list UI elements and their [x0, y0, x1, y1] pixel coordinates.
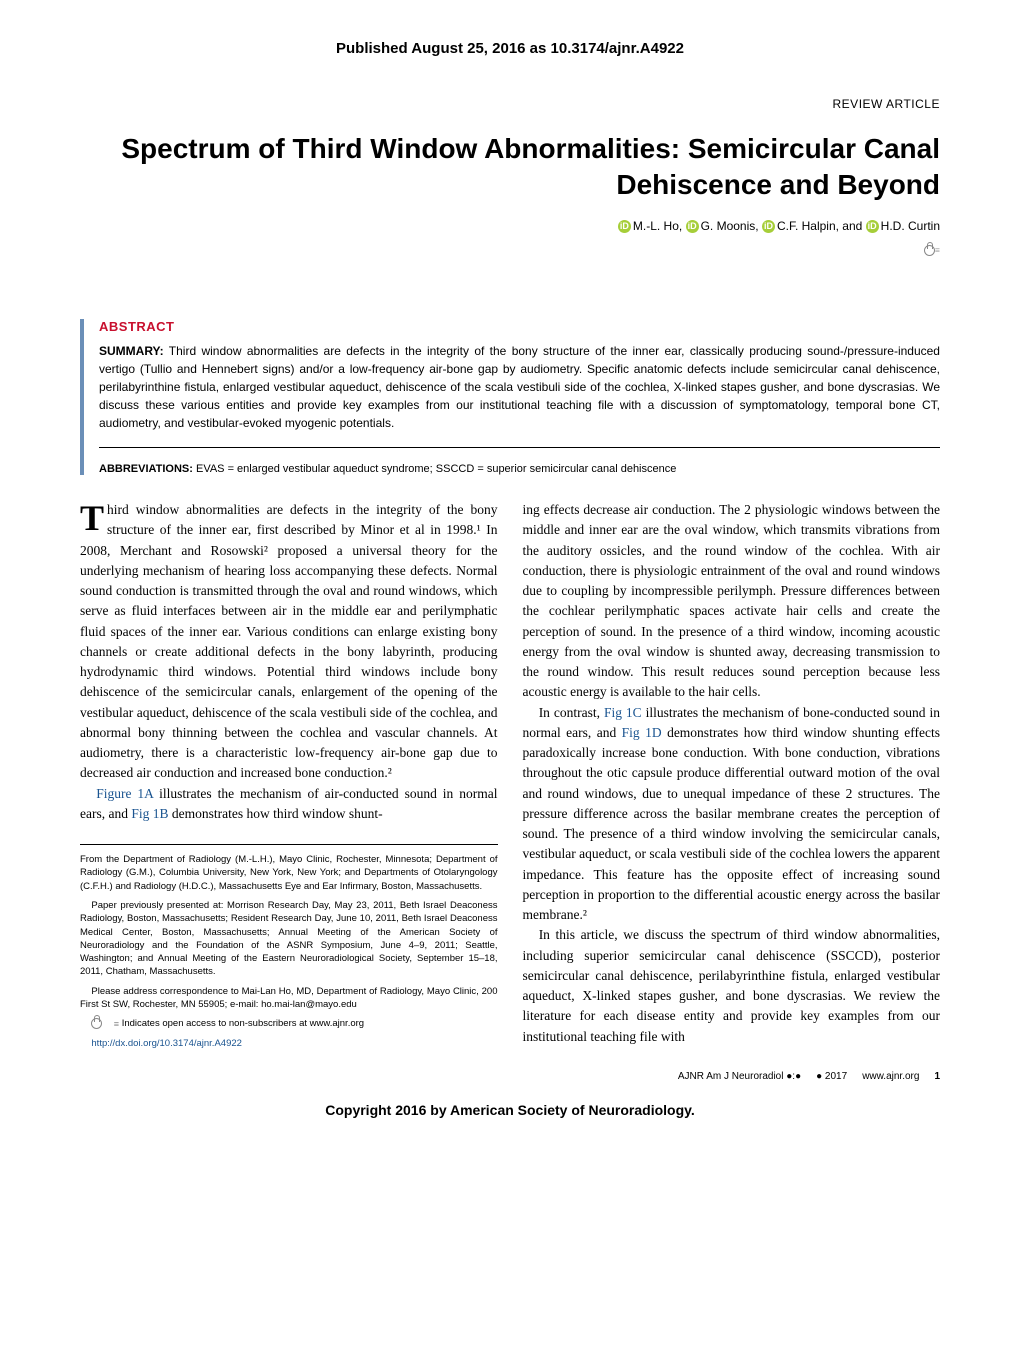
orcid-icon: iD — [686, 220, 699, 233]
abstract-heading: ABSTRACT — [99, 319, 940, 334]
body-paragraph: ing effects decrease air conduction. The… — [523, 500, 941, 703]
author-list: iDM.-L. Ho, iDG. Moonis, iDC.F. Halpin, … — [80, 219, 940, 233]
paragraph-text: hird window abnormalities are defects in… — [80, 502, 498, 780]
body-paragraph: In this article, we discuss the spectrum… — [523, 925, 941, 1047]
paragraph-text: In contrast, — [539, 705, 604, 720]
summary-body: Third window abnormalities are defects i… — [99, 344, 940, 430]
footnotes: From the Department of Radiology (M.-L.H… — [80, 844, 498, 1050]
copyright-notice: Copyright 2016 by American Society of Ne… — [80, 1102, 940, 1118]
footer-url: www.ajnr.org — [862, 1071, 919, 1082]
page-number: 1 — [934, 1071, 940, 1082]
author-name: H.D. Curtin — [881, 219, 940, 233]
summary-label: SUMMARY: — [99, 344, 164, 358]
figure-link[interactable]: Fig 1B — [131, 806, 168, 821]
body-paragraph: Figure 1A illustrates the mechanism of a… — [80, 784, 498, 825]
oa-text: Indicates open access to non-subscribers… — [122, 1018, 364, 1029]
page-footer: AJNR Am J Neuroradiol ●:● ● 2017 www.ajn… — [80, 1071, 940, 1082]
abstract-text: SUMMARY: Third window abnormalities are … — [99, 342, 940, 432]
open-access-icon — [924, 245, 935, 256]
left-column: Third window abnormalities are defects i… — [80, 500, 498, 1056]
affiliation-note: From the Department of Radiology (M.-L.H… — [80, 853, 498, 893]
doi-link[interactable]: http://dx.doi.org/10.3174/ajnr.A4922 — [91, 1038, 242, 1049]
author-name: C.F. Halpin — [777, 219, 836, 233]
dropcap: T — [80, 500, 107, 534]
abbreviations: ABBREVIATIONS: EVAS = enlarged vestibula… — [99, 463, 940, 475]
author-name: M.-L. Ho — [633, 219, 679, 233]
article-indicators: ≡ — [80, 241, 940, 259]
abbrev-text: EVAS = enlarged vestibular aqueduct synd… — [196, 463, 676, 475]
evidence-icon: ≡ — [935, 245, 940, 255]
correspondence-note: Please address correspondence to Mai-Lan… — [80, 985, 498, 1012]
orcid-icon: iD — [762, 220, 775, 233]
body-columns: Third window abnormalities are defects i… — [80, 500, 940, 1056]
figure-link[interactable]: Fig 1D — [622, 725, 662, 740]
footer-date: ● 2017 — [816, 1071, 847, 1082]
figure-link[interactable]: Fig 1C — [604, 705, 642, 720]
open-access-icon — [91, 1018, 102, 1029]
evidence-icon: ≡ — [102, 1018, 119, 1031]
body-paragraph: Third window abnormalities are defects i… — [80, 500, 498, 784]
abbrev-label: ABBREVIATIONS: — [99, 463, 193, 475]
body-paragraph: In contrast, Fig 1C illustrates the mech… — [523, 703, 941, 926]
journal-name: AJNR Am J Neuroradiol ●:● — [678, 1071, 801, 1082]
article-title: Spectrum of Third Window Abnormalities: … — [80, 131, 940, 204]
paragraph-text: demonstrates how third window shunting e… — [523, 725, 941, 922]
publication-date: Published August 25, 2016 as 10.3174/ajn… — [80, 40, 940, 57]
abstract-divider — [99, 447, 940, 448]
right-column: ing effects decrease air conduction. The… — [523, 500, 941, 1056]
figure-link[interactable]: Figure 1A — [96, 786, 153, 801]
article-type: REVIEW ARTICLE — [80, 97, 940, 111]
presentation-note: Paper previously presented at: Morrison … — [80, 899, 498, 979]
orcid-icon: iD — [618, 220, 631, 233]
open-access-note: ≡ Indicates open access to non-subscribe… — [80, 1017, 498, 1030]
paragraph-text: demonstrates how third window shunt- — [169, 806, 383, 821]
author-name: G. Moonis — [701, 219, 756, 233]
orcid-icon: iD — [866, 220, 879, 233]
abstract-block: ABSTRACT SUMMARY: Third window abnormali… — [80, 319, 940, 475]
